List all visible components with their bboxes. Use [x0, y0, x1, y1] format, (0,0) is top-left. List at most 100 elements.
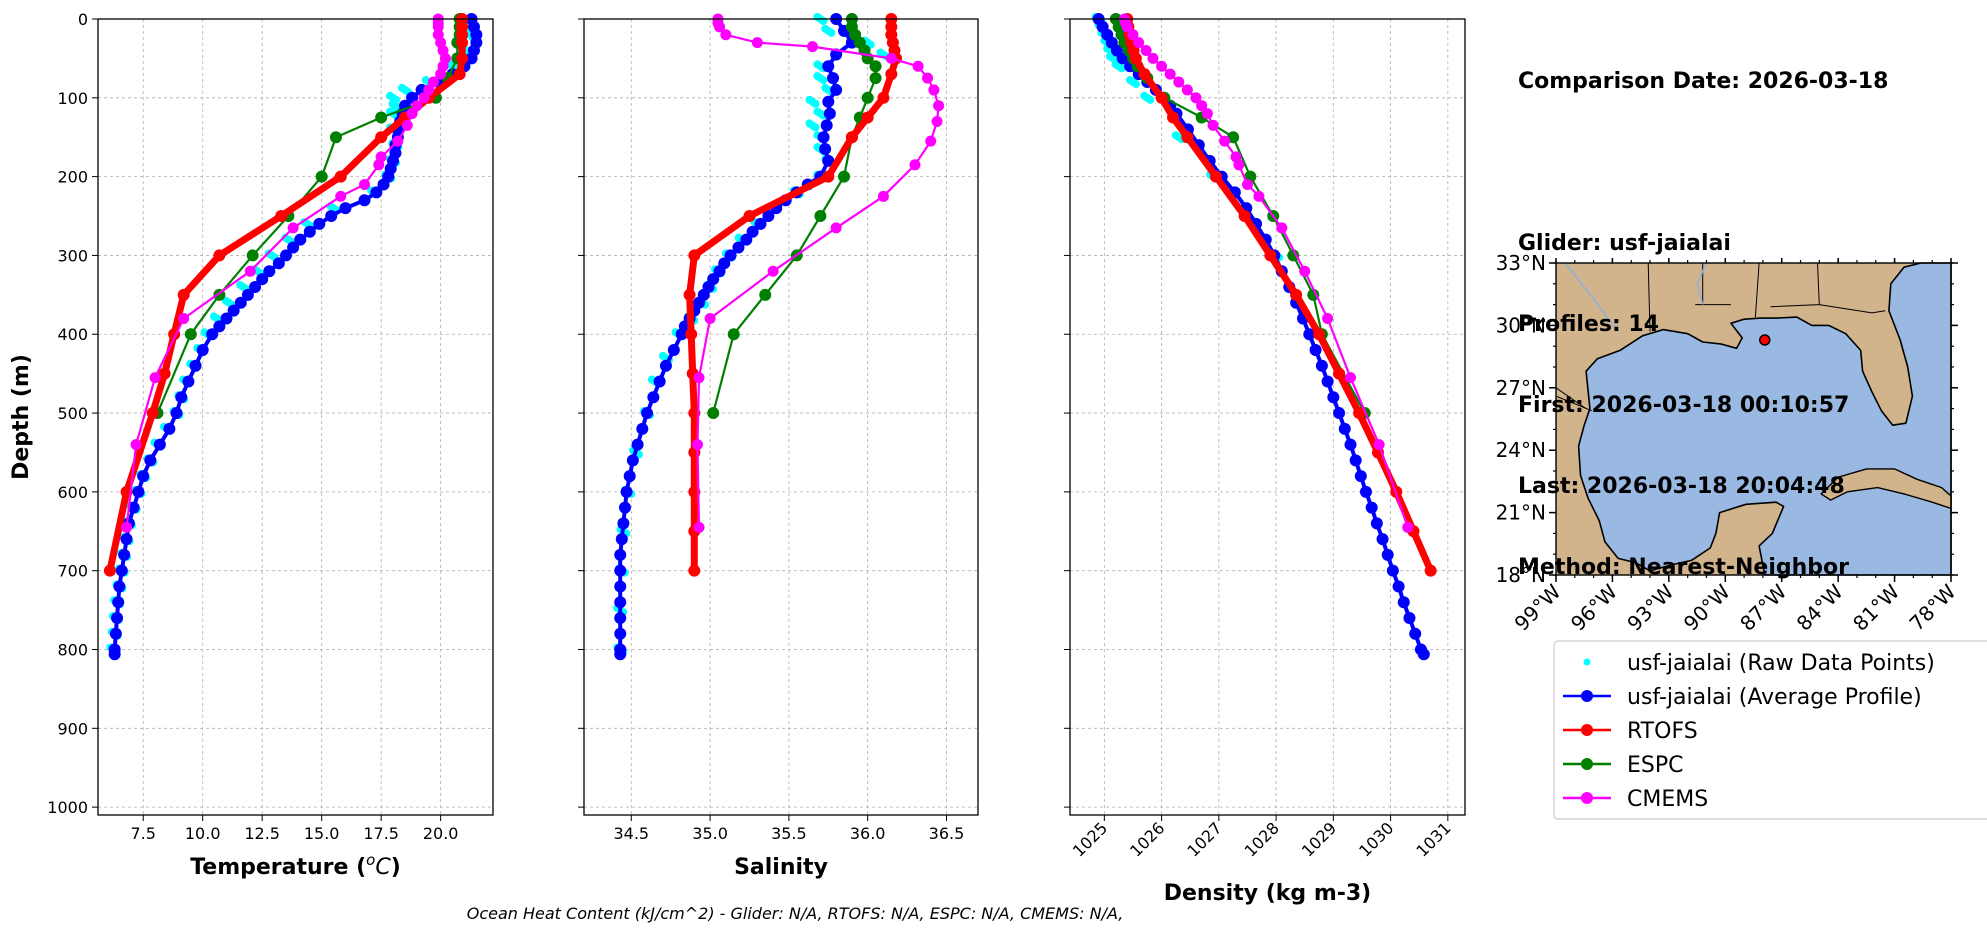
data-point-espc — [1287, 249, 1300, 262]
border-line — [1819, 304, 1886, 314]
glider-name: Glider: usf-jaialai — [1518, 231, 1731, 256]
y-tick-label: 400 — [57, 325, 88, 344]
data-point-rtofs — [1333, 367, 1346, 380]
data-point-glider — [213, 320, 226, 333]
data-point-rtofs — [685, 328, 698, 341]
data-point-glider — [377, 178, 390, 191]
data-point-espc — [759, 288, 772, 301]
y-tick-label: 300 — [57, 246, 88, 265]
data-point-cmems — [287, 222, 299, 234]
data-point-cmems — [933, 100, 945, 112]
data-point-glider — [234, 296, 247, 309]
data-point-glider — [617, 517, 630, 530]
data-point-cmems — [714, 21, 726, 33]
series-espc — [707, 13, 882, 420]
data-point-glider — [227, 304, 240, 317]
data-point-glider — [279, 249, 292, 262]
legend-item: RTOFS — [1563, 719, 1698, 744]
river-line — [1696, 262, 1708, 305]
raw-data-point — [1117, 64, 1126, 73]
data-point-glider — [641, 407, 654, 420]
x-axis-label: Temperature (oC) — [190, 851, 401, 880]
y-tick-label: 500 — [57, 404, 88, 423]
glider-position-marker — [1759, 334, 1771, 346]
data-point-cmems — [909, 159, 921, 171]
data-point-cmems — [1402, 521, 1414, 533]
data-point-espc — [1307, 288, 1320, 301]
data-point-glider — [182, 375, 195, 388]
data-point-glider — [109, 627, 122, 640]
data-point-cmems — [1207, 119, 1219, 131]
data-point-glider — [675, 328, 688, 341]
map-lat-label: 33°N — [1496, 251, 1546, 275]
x-tick-label: 1026 — [1126, 818, 1168, 860]
data-point-glider — [249, 280, 262, 293]
data-point-cmems — [359, 179, 371, 191]
data-point-glider — [127, 501, 140, 514]
data-point-rtofs — [456, 36, 469, 49]
data-point-cmems — [432, 21, 444, 33]
data-point-glider — [667, 344, 680, 357]
data-point-glider — [1333, 407, 1346, 420]
data-point-glider — [732, 241, 745, 254]
profile-panel-3: 1025 1026 1027 1028 1029 1030 1031 Density (kg … — [1064, 13, 1466, 906]
data-point-glider — [1315, 359, 1328, 372]
data-point-rtofs — [861, 111, 874, 124]
data-point-rtofs — [1424, 564, 1437, 577]
data-point-glider — [108, 648, 121, 661]
data-point-glider — [647, 391, 660, 404]
data-point-espc — [869, 72, 882, 85]
data-point-cmems — [392, 135, 404, 147]
legend-label: RTOFS — [1627, 719, 1698, 744]
data-point-glider — [614, 596, 627, 609]
data-point-cmems — [1276, 222, 1288, 234]
x-axis-label: Density (kg m-3) — [1164, 881, 1372, 906]
data-point-rtofs — [885, 68, 898, 81]
data-point-glider — [653, 375, 666, 388]
data-point-glider — [830, 83, 843, 96]
data-point-glider — [144, 454, 157, 467]
axes-frame — [97, 18, 494, 816]
map-lat-label: 30°N — [1496, 313, 1546, 337]
data-point-glider — [313, 217, 326, 230]
legend-label: CMEMS — [1627, 787, 1708, 812]
y-tick-label: 1000 — [47, 798, 88, 817]
data-point-glider — [220, 312, 233, 325]
data-point-cmems — [751, 37, 763, 49]
data-point-espc — [1227, 131, 1240, 144]
x-tick-label: 35.5 — [771, 824, 807, 843]
data-point-espc — [707, 407, 720, 420]
data-point-cmems — [1345, 372, 1357, 384]
data-point-glider — [175, 391, 188, 404]
data-point-cmems — [693, 521, 705, 533]
data-point-rtofs — [877, 91, 890, 104]
data-point-cmems — [401, 119, 413, 131]
data-point-glider — [614, 648, 627, 661]
x-tick-label: 35.0 — [692, 824, 728, 843]
data-point-rtofs — [1264, 249, 1277, 262]
data-point-cmems — [693, 372, 705, 384]
border-line — [1555, 387, 1587, 410]
data-point-cmems — [720, 29, 732, 41]
data-point-glider — [465, 52, 478, 65]
data-point-glider — [1309, 344, 1322, 357]
data-point-cmems — [121, 521, 133, 533]
data-point-glider — [1386, 564, 1399, 577]
data-point-espc — [375, 111, 388, 124]
data-point-cmems — [435, 68, 447, 80]
data-point-glider — [631, 438, 644, 451]
data-point-cmems — [885, 52, 897, 64]
data-point-glider — [189, 359, 202, 372]
data-point-espc — [184, 328, 197, 341]
legend-item: CMEMS — [1563, 787, 1708, 812]
data-point-cmems — [1181, 84, 1193, 96]
x-tick-label: 17.5 — [363, 824, 399, 843]
data-point-rtofs — [1167, 111, 1180, 124]
ocean-heat-content-note: Ocean Heat Content (kJ/cm^2) - Glider: N… — [466, 904, 1124, 923]
data-point-cmems — [928, 84, 940, 96]
data-point-glider — [294, 233, 307, 246]
data-point-cmems — [1164, 68, 1176, 80]
map-frame — [1555, 262, 1952, 576]
data-point-rtofs — [453, 68, 466, 81]
y-tick-label: 900 — [57, 719, 88, 738]
